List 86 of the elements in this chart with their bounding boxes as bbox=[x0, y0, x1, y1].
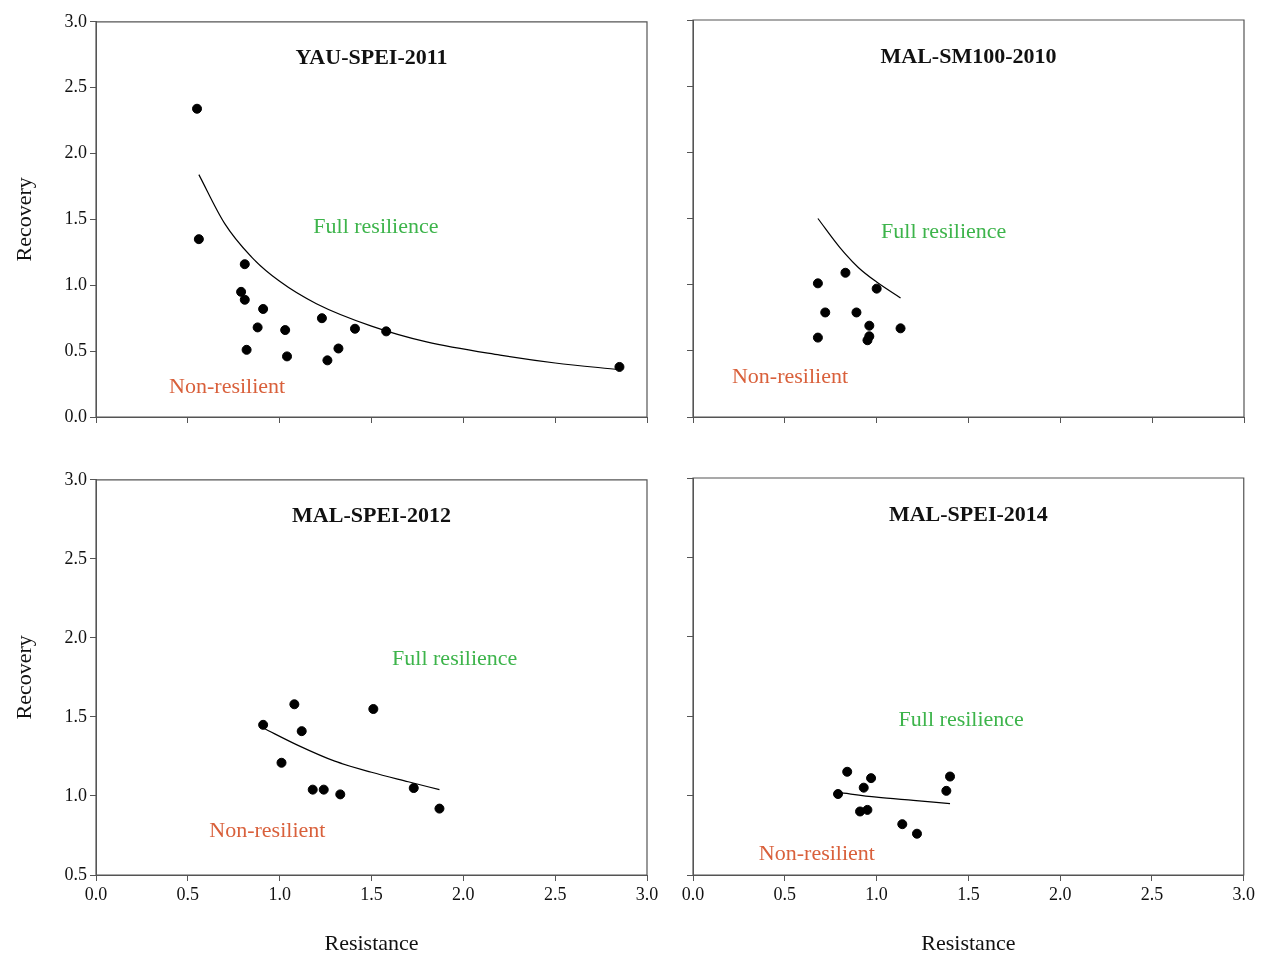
annotation: Non-resilient bbox=[209, 816, 326, 842]
y-tick-label: 2.5 bbox=[64, 547, 87, 568]
point bbox=[276, 757, 287, 768]
point bbox=[911, 828, 922, 839]
annotation: Full resilience bbox=[898, 705, 1024, 731]
annotation: Full resilience bbox=[313, 213, 439, 239]
point bbox=[349, 323, 360, 334]
point bbox=[192, 103, 203, 114]
x-tick-label: 2.0 bbox=[452, 883, 475, 904]
point bbox=[333, 343, 344, 354]
point bbox=[820, 307, 831, 318]
point bbox=[842, 766, 853, 777]
y-tick-label: 2.0 bbox=[64, 142, 87, 163]
point bbox=[239, 259, 250, 270]
y-tick-label: 1.0 bbox=[64, 784, 87, 805]
point bbox=[316, 313, 327, 324]
point bbox=[289, 699, 300, 710]
point bbox=[258, 719, 269, 730]
point bbox=[368, 704, 379, 715]
x-tick-label: 2.5 bbox=[1140, 883, 1164, 904]
y-tick-label: 1.5 bbox=[64, 208, 87, 229]
y-axis-title: Recovery bbox=[10, 635, 36, 720]
point bbox=[239, 294, 250, 305]
annotation: Full resilience bbox=[881, 217, 1007, 243]
y-tick-label: 1.5 bbox=[64, 705, 87, 726]
point bbox=[812, 332, 823, 343]
x-tick-label: 1.5 bbox=[957, 883, 980, 904]
y-tick-label: 0.5 bbox=[64, 863, 87, 884]
y-tick-label: 0.5 bbox=[64, 339, 87, 360]
point bbox=[895, 323, 906, 334]
point bbox=[322, 355, 333, 366]
point bbox=[812, 278, 823, 289]
point bbox=[871, 283, 882, 294]
x-tick-label: 0.5 bbox=[176, 883, 200, 904]
y-tick-label: 1.0 bbox=[64, 274, 87, 294]
point bbox=[833, 789, 844, 800]
annotation: Full resilience bbox=[392, 644, 518, 670]
point bbox=[408, 783, 419, 794]
point bbox=[381, 326, 392, 337]
point bbox=[945, 771, 956, 782]
point bbox=[318, 784, 329, 795]
point bbox=[241, 344, 252, 355]
point bbox=[280, 325, 291, 336]
point bbox=[862, 804, 873, 815]
point bbox=[614, 361, 625, 372]
point bbox=[282, 351, 293, 362]
point bbox=[236, 286, 247, 297]
x-axis-title: Resistance bbox=[324, 929, 419, 955]
y-axis-title: Recovery bbox=[10, 177, 36, 262]
text: MAL-SM100-2010 bbox=[880, 42, 1057, 68]
text: MAL-SPEI-2012 bbox=[292, 502, 451, 528]
x-tick-label: 0.0 bbox=[681, 883, 705, 904]
x-axis-title: Resistance bbox=[921, 929, 1016, 955]
y-tick-label: 2.5 bbox=[64, 76, 87, 97]
point bbox=[335, 789, 346, 800]
point bbox=[858, 782, 869, 793]
point bbox=[897, 819, 908, 830]
point bbox=[434, 803, 445, 814]
point bbox=[851, 307, 862, 318]
point bbox=[864, 320, 875, 331]
x-tick-label: 0.0 bbox=[84, 883, 108, 904]
x-tick-label: 2.0 bbox=[1048, 883, 1072, 904]
point bbox=[258, 303, 269, 314]
x-tick-label: 3.0 bbox=[1232, 883, 1255, 904]
point bbox=[307, 784, 318, 795]
point bbox=[296, 726, 307, 737]
text: MAL-SPEI-2014 bbox=[888, 500, 1048, 526]
y-tick-label: 0.0 bbox=[64, 405, 87, 426]
point bbox=[941, 785, 952, 796]
x-tick-label: 1.0 bbox=[865, 883, 888, 904]
annotation: Non-resilient bbox=[758, 840, 875, 866]
annotation: Non-resilient bbox=[731, 362, 849, 388]
point bbox=[866, 773, 877, 784]
y-tick-label: 2.0 bbox=[64, 626, 87, 647]
y-tick-label: 3.0 bbox=[64, 468, 87, 489]
point bbox=[840, 267, 851, 278]
x-tick-label: 0.5 bbox=[773, 883, 797, 904]
text: YAU-SPEI-2011 bbox=[295, 44, 448, 70]
x-tick-label: 1.5 bbox=[360, 883, 383, 904]
x-tick-label: 3.0 bbox=[635, 883, 659, 904]
point bbox=[252, 322, 263, 333]
annotation: Non-resilient bbox=[169, 372, 286, 398]
y-tick-label: 3.0 bbox=[64, 10, 87, 31]
x-tick-label: 1.0 bbox=[268, 883, 291, 904]
point bbox=[193, 234, 204, 245]
x-tick-label: 2.5 bbox=[543, 883, 567, 904]
